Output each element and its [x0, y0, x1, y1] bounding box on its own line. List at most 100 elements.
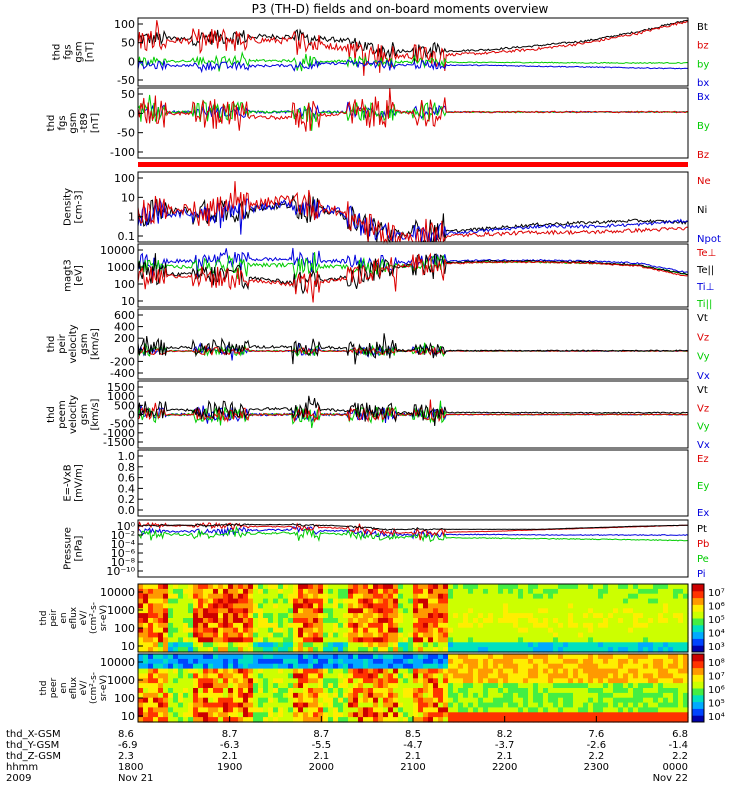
spectro-cell: [253, 637, 259, 643]
spectro-cell: [328, 707, 334, 713]
spectro-cell: [433, 712, 439, 718]
spectro-cell: [523, 668, 529, 675]
spectro-cell: [393, 688, 399, 694]
spectro-cell: [183, 692, 189, 699]
spectro-cell: [228, 637, 234, 643]
spectro-cell: [343, 632, 349, 639]
spectro-cell: [283, 584, 289, 590]
spectro-cell: [183, 668, 189, 675]
spectro-cell: [343, 608, 349, 614]
spectro-cell: [503, 654, 509, 660]
spectro-cell: [148, 702, 154, 709]
spectro-cell: [618, 603, 624, 609]
spectro-cell: [548, 588, 554, 595]
spectro-cell: [153, 717, 159, 723]
spectro-cell: [303, 654, 309, 660]
legend-Bx: Bx: [697, 92, 710, 103]
spectro-cell: [318, 647, 324, 653]
spectro-cell: [138, 627, 144, 634]
spectro-cell: [338, 632, 344, 639]
y-label-line: thd: [46, 336, 57, 353]
spectro-cell: [353, 673, 359, 679]
spectro-cell: [328, 627, 334, 634]
spectro-cell: [533, 712, 539, 718]
spectro-cell: [593, 658, 599, 665]
spectro-cell: [563, 608, 569, 614]
spectro-cell: [558, 673, 564, 679]
spectro-cell: [608, 697, 614, 704]
spectro-cell: [313, 588, 319, 595]
spectro-cell: [373, 707, 379, 713]
spectro-cell: [368, 588, 374, 595]
spectro-cell: [383, 678, 389, 684]
spectro-cell: [633, 593, 639, 600]
spectro-cell: [663, 622, 669, 629]
spectro-cell: [578, 658, 584, 665]
spectro-cell: [678, 673, 684, 679]
spectro-cell: [483, 697, 489, 704]
spectro-cell: [633, 603, 639, 609]
spectro-cell: [383, 627, 389, 634]
spectro-cell: [148, 658, 154, 665]
spectro-cell: [248, 613, 254, 619]
spectro-cell: [638, 683, 644, 689]
spectro-cell: [573, 712, 579, 718]
spectro-cell: [318, 673, 324, 679]
colorbar-step: [692, 667, 704, 675]
spectro-cell: [423, 608, 429, 614]
spectro-cell: [303, 618, 309, 624]
spectro-cell: [623, 642, 629, 648]
x-row-value: 2.1: [497, 751, 513, 762]
spectro-cell: [358, 702, 364, 709]
spectro-cell: [478, 658, 484, 665]
spectro-cell: [663, 658, 669, 665]
spectro-cell: [668, 632, 674, 639]
spectro-cell: [648, 683, 654, 689]
spectro-cell: [473, 647, 479, 653]
spectro-cell: [283, 712, 289, 718]
spectro-cell: [653, 692, 659, 699]
spectro-cell: [203, 608, 209, 614]
spectro-cell: [178, 697, 184, 704]
spectro-cell: [538, 584, 544, 590]
spectro-cell: [298, 697, 304, 704]
spectro-cell: [313, 647, 319, 653]
spectro-cell: [473, 637, 479, 643]
spectro-cell: [598, 663, 604, 670]
y-tick-label: 10⁻⁶: [111, 547, 136, 560]
spectro-cell: [173, 707, 179, 713]
spectro-cell: [533, 647, 539, 653]
spectro-cell: [368, 618, 374, 624]
spectro-cell: [423, 658, 429, 665]
spectro-cell: [408, 584, 414, 590]
spectro-cell: [513, 622, 519, 629]
spectro-cell: [413, 683, 419, 689]
spectro-cell: [493, 668, 499, 675]
spectro-cell: [308, 613, 314, 619]
spectro-cell: [598, 598, 604, 605]
spectro-cell: [243, 637, 249, 643]
spectro-cell: [473, 627, 479, 634]
spectro-cell: [418, 637, 424, 643]
spectro-cell: [553, 654, 559, 660]
spectro-cell: [168, 678, 174, 684]
spectro-cell: [503, 642, 509, 648]
spectro-cell: [233, 632, 239, 639]
spectro-cell: [623, 658, 629, 665]
spectro-cell: [533, 627, 539, 634]
spectro-cell: [293, 598, 299, 605]
spectro-cell: [488, 598, 494, 605]
spectro-cell: [398, 642, 404, 648]
spectro-cell: [358, 678, 364, 684]
spectro-cell: [468, 702, 474, 709]
spectro-cell: [308, 622, 314, 629]
spectro-cell: [343, 658, 349, 665]
spectro-cell: [163, 627, 169, 634]
spectro-cell: [588, 702, 594, 709]
spectro-cell: [268, 673, 274, 679]
spectro-cell: [388, 697, 394, 704]
spectro-cell: [263, 697, 269, 704]
spectro-cell: [548, 683, 554, 689]
y-tick-label: 100: [114, 622, 135, 635]
spectro-cell: [498, 598, 504, 605]
